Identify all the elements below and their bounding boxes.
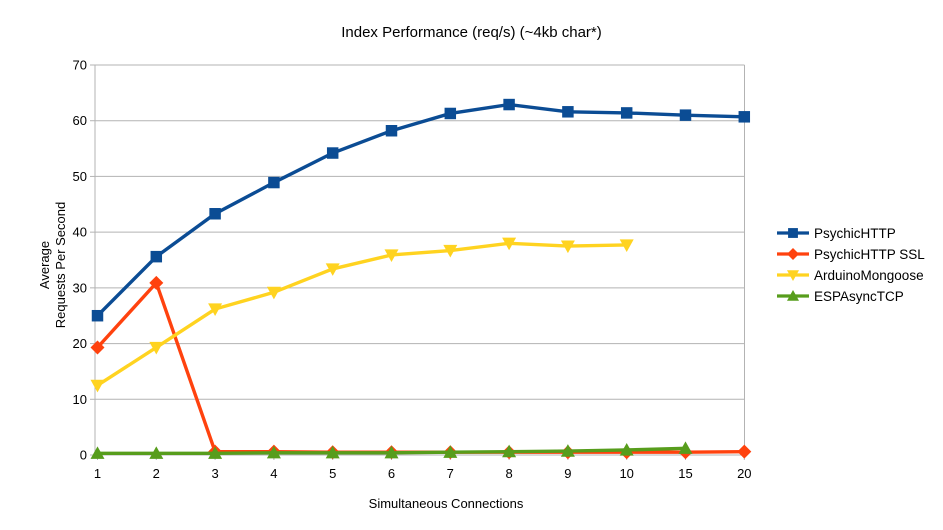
- y-axis-title: Average Requests Per Second: [37, 174, 69, 356]
- legend-marker-svg: [777, 270, 809, 281]
- data-point-marker: [384, 445, 399, 459]
- data-point-marker: [384, 249, 399, 262]
- x-axis-title: Simultaneous Connections: [368, 496, 524, 511]
- legend-marker-shape: [787, 248, 799, 260]
- y-tick-label: 50: [73, 169, 87, 184]
- x-tick-label: 8: [505, 466, 512, 481]
- gridlines: [95, 64, 745, 456]
- triangle-up-marker-icon: [776, 289, 810, 303]
- data-point-marker: [91, 309, 104, 322]
- data-point-marker: [443, 445, 458, 458]
- legend-marker-svg: [777, 290, 809, 301]
- legend-item-arduinomongoose: ArduinoMongoose: [776, 267, 925, 283]
- series-line-psychichttp-ssl: [96, 279, 745, 454]
- data-point-marker: [562, 106, 574, 118]
- data-point-marker: [443, 244, 458, 258]
- data-point-marker: [149, 446, 164, 459]
- y-tick-label: 30: [73, 280, 87, 295]
- data-point-marker: [268, 176, 280, 189]
- x-tick-label: 2: [153, 466, 160, 481]
- y-axis-title-line2: Requests Per Second: [53, 201, 68, 329]
- x-tick-label: 4: [270, 466, 277, 481]
- legend-marker-shape: [788, 228, 798, 238]
- legend-label: ArduinoMongoose: [814, 267, 924, 283]
- series-line-psychichttp: [96, 102, 745, 317]
- series-line-arduinomongoose: [96, 241, 627, 387]
- data-point-marker: [444, 107, 457, 120]
- x-tick-label: 7: [447, 466, 454, 481]
- data-point-marker: [619, 239, 634, 252]
- data-point-marker: [208, 303, 223, 317]
- y-tick-label: 60: [73, 113, 87, 128]
- data-point-marker: [502, 237, 517, 251]
- data-point-marker: [208, 446, 223, 459]
- data-point-marker: [149, 275, 164, 290]
- x-tick-label: 15: [678, 466, 692, 481]
- series-espasynctcp: [90, 441, 693, 459]
- triangle-down-marker-icon: [776, 268, 810, 282]
- series-arduinomongoose: [90, 237, 634, 393]
- legend-marker-svg: [777, 248, 809, 260]
- data-point-marker: [679, 109, 692, 121]
- series-psychichttp: [91, 98, 751, 322]
- data-point-marker: [503, 98, 515, 111]
- data-point-marker: [149, 341, 164, 355]
- data-point-marker: [678, 441, 693, 454]
- x-tick-label: 5: [329, 466, 336, 481]
- legend-item-espasynctcp: ESPAsyncTCP: [776, 288, 925, 304]
- x-tick-label: 3: [211, 466, 218, 481]
- chart-title: Index Performance (req/s) (~4kb char*): [341, 24, 602, 41]
- legend: PsychicHTTP PsychicHTTP SSL ArduinoMongo…: [776, 225, 925, 304]
- y-tick-label: 20: [73, 336, 87, 351]
- data-point-marker: [737, 444, 752, 459]
- x-tick-label: 9: [564, 466, 571, 481]
- legend-item-psychichttp: PsychicHTTP: [776, 225, 925, 241]
- data-point-marker: [326, 147, 339, 159]
- data-point-marker: [385, 125, 398, 137]
- data-point-marker: [560, 444, 575, 457]
- data-point-marker: [209, 208, 221, 220]
- data-point-marker: [502, 444, 517, 458]
- legend-label: ESPAsyncTCP: [814, 288, 904, 304]
- data-series: [90, 98, 752, 460]
- axis-tick-labels: 0 10 20 30 40 50 60 70 1 2 3 4 5 6 7 8 9 10 15 20: [73, 58, 752, 482]
- data-point-marker: [560, 240, 575, 254]
- legend-marker-shape: [787, 290, 799, 301]
- y-tick-label: 40: [73, 225, 87, 240]
- legend-item-psychichttp-ssl: PsychicHTTP SSL: [776, 246, 925, 262]
- diamond-marker-icon: [776, 247, 810, 261]
- legend-marker-shape: [787, 270, 799, 281]
- y-tick-label: 10: [73, 392, 87, 407]
- data-point-marker: [90, 340, 105, 355]
- y-tick-label: 0: [80, 448, 87, 463]
- y-axis-title-line1: Average: [37, 240, 52, 290]
- data-point-marker: [619, 442, 634, 456]
- data-point-marker: [90, 379, 105, 393]
- square-marker-icon: [776, 226, 810, 240]
- legend-marker-svg: [777, 228, 809, 238]
- data-point-marker: [266, 286, 281, 300]
- data-point-marker: [150, 250, 163, 263]
- legend-label: PsychicHTTP: [814, 225, 896, 241]
- data-point-marker: [325, 445, 340, 459]
- x-tick-label: 20: [737, 466, 751, 481]
- data-point-marker: [325, 263, 340, 276]
- legend-label: PsychicHTTP SSL: [814, 246, 925, 262]
- x-tick-label: 10: [619, 466, 633, 481]
- data-point-marker: [738, 111, 751, 123]
- series-psychichttp-ssl: [90, 275, 752, 460]
- data-point-marker: [90, 446, 105, 459]
- y-tick-label: 70: [73, 58, 87, 73]
- data-point-marker: [266, 445, 281, 459]
- x-tick-label: 1: [94, 466, 101, 481]
- data-point-marker: [620, 107, 633, 119]
- x-tick-label: 6: [388, 466, 395, 481]
